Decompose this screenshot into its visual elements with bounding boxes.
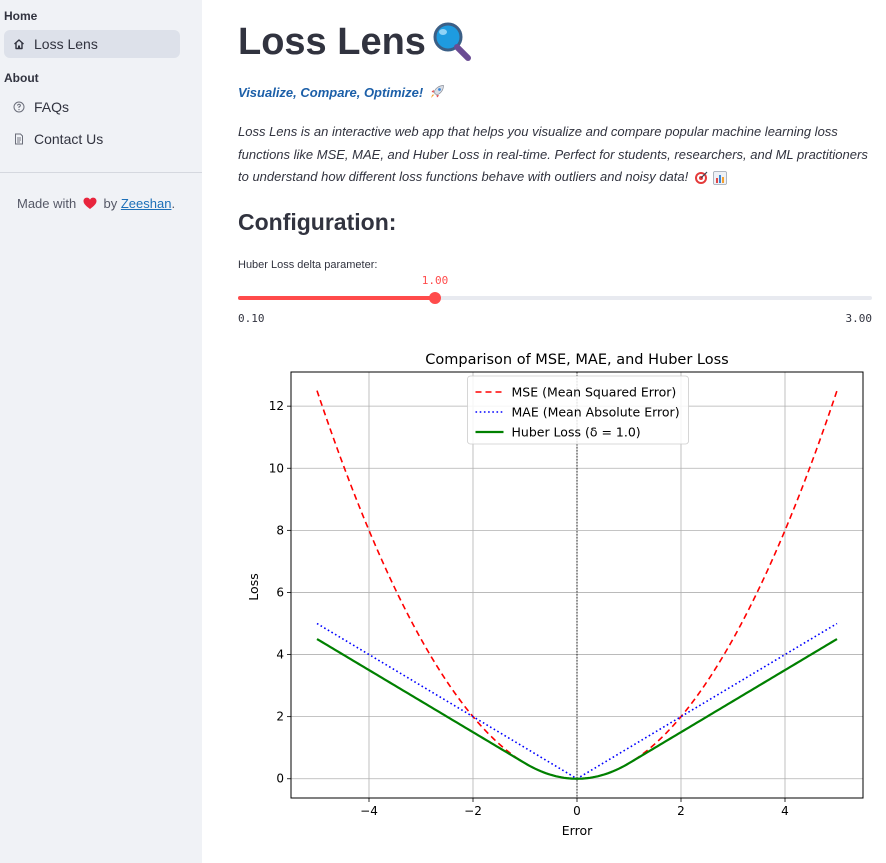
loss-comparison-chart: Comparison of MSE, MAE, and Huber Loss −…: [240, 345, 880, 850]
configuration-heading: Configuration:: [238, 209, 397, 235]
slider-value: 1.00: [421, 274, 449, 287]
sidebar-item-label: Loss Lens: [34, 36, 98, 52]
sidebar-item-label: Contact Us: [34, 131, 104, 147]
x-tick-label: −4: [360, 804, 378, 818]
heart-icon: [83, 197, 97, 213]
chart-ticks: −4 −2 0 2 4 0 2 4 6 8 10 12: [269, 399, 789, 818]
nav-section-about: About: [4, 71, 39, 85]
chart-svg: Comparison of MSE, MAE, and Huber Loss −…: [246, 352, 864, 838]
home-icon: [12, 37, 26, 51]
chart-title: Comparison of MSE, MAE, and Huber Loss: [425, 352, 728, 368]
legend-label: MSE (Mean Squared Error): [512, 385, 677, 400]
x-axis-label: Error: [562, 823, 593, 838]
magnifier-icon: [430, 20, 474, 64]
slider-fill: [238, 296, 435, 300]
description-line-last: to understand how different loss functio…: [238, 166, 872, 189]
y-tick-label: 2: [276, 710, 284, 724]
y-tick-label: 4: [276, 648, 284, 662]
sidebar-item-faqs[interactable]: FAQs: [4, 93, 180, 121]
slider-min-label: 0.10: [238, 312, 265, 325]
document-icon: [12, 132, 26, 146]
page-title-text: Loss Lens: [238, 20, 426, 63]
x-tick-label: 2: [677, 804, 685, 818]
legend-box: [467, 375, 689, 445]
description-line: to understand how different loss functio…: [238, 169, 689, 184]
legend-label: MAE (Mean Absolute Error): [512, 405, 680, 420]
y-axis-label: Loss: [246, 573, 261, 600]
sidebar-footer: Made with by Zeeshan.: [17, 196, 175, 213]
x-tick-label: −2: [464, 804, 482, 818]
author-link[interactable]: Zeeshan: [120, 196, 172, 211]
legend-label: Huber Loss (δ = 1.0): [512, 425, 641, 440]
sidebar-divider: [0, 172, 202, 173]
nav-section-home: Home: [4, 9, 38, 23]
x-tick-label: 4: [781, 804, 789, 818]
footer-period: .: [171, 196, 176, 211]
sidebar: Home Loss Lens About FAQs Contact Us Mad…: [0, 0, 202, 863]
y-tick-label: 12: [269, 399, 284, 413]
slider-label: Huber Loss delta parameter:: [238, 259, 378, 271]
y-tick-label: 0: [276, 772, 284, 786]
target-icon: [694, 170, 708, 185]
slider-max-label: 3.00: [845, 312, 873, 325]
sidebar-item-contact-us[interactable]: Contact Us: [4, 125, 180, 153]
delta-slider[interactable]: [238, 292, 872, 304]
rocket-icon: [429, 84, 445, 100]
y-tick-label: 8: [276, 523, 284, 537]
made-with-text: Made with: [17, 196, 77, 211]
slider-thumb[interactable]: [429, 292, 441, 304]
description-line: functions like MSE, MAE, and Huber Loss …: [238, 146, 868, 162]
series-line-1: [316, 390, 838, 780]
bar-chart-icon: [713, 170, 728, 186]
page-title: Loss Lens: [238, 20, 474, 64]
y-tick-label: 10: [269, 461, 284, 475]
tagline: Visualize, Compare, Optimize!: [238, 84, 445, 100]
description: Loss Lens is an interactive web app that…: [238, 121, 872, 189]
chart-series: [316, 390, 838, 780]
series-line-3: [316, 638, 838, 780]
sidebar-item-loss-lens[interactable]: Loss Lens: [4, 30, 180, 58]
sidebar-item-label: FAQs: [34, 99, 70, 115]
help-circle-icon: [12, 100, 26, 114]
by-text: by: [103, 196, 118, 211]
tagline-text: Visualize, Compare, Optimize!: [238, 84, 424, 100]
x-tick-label: 0: [573, 804, 581, 818]
y-tick-label: 6: [276, 585, 284, 599]
chart-legend: MSE (Mean Squared Error) MAE (Mean Absolu…: [467, 375, 689, 445]
description-line: Loss Lens is an interactive web app that…: [238, 124, 838, 139]
